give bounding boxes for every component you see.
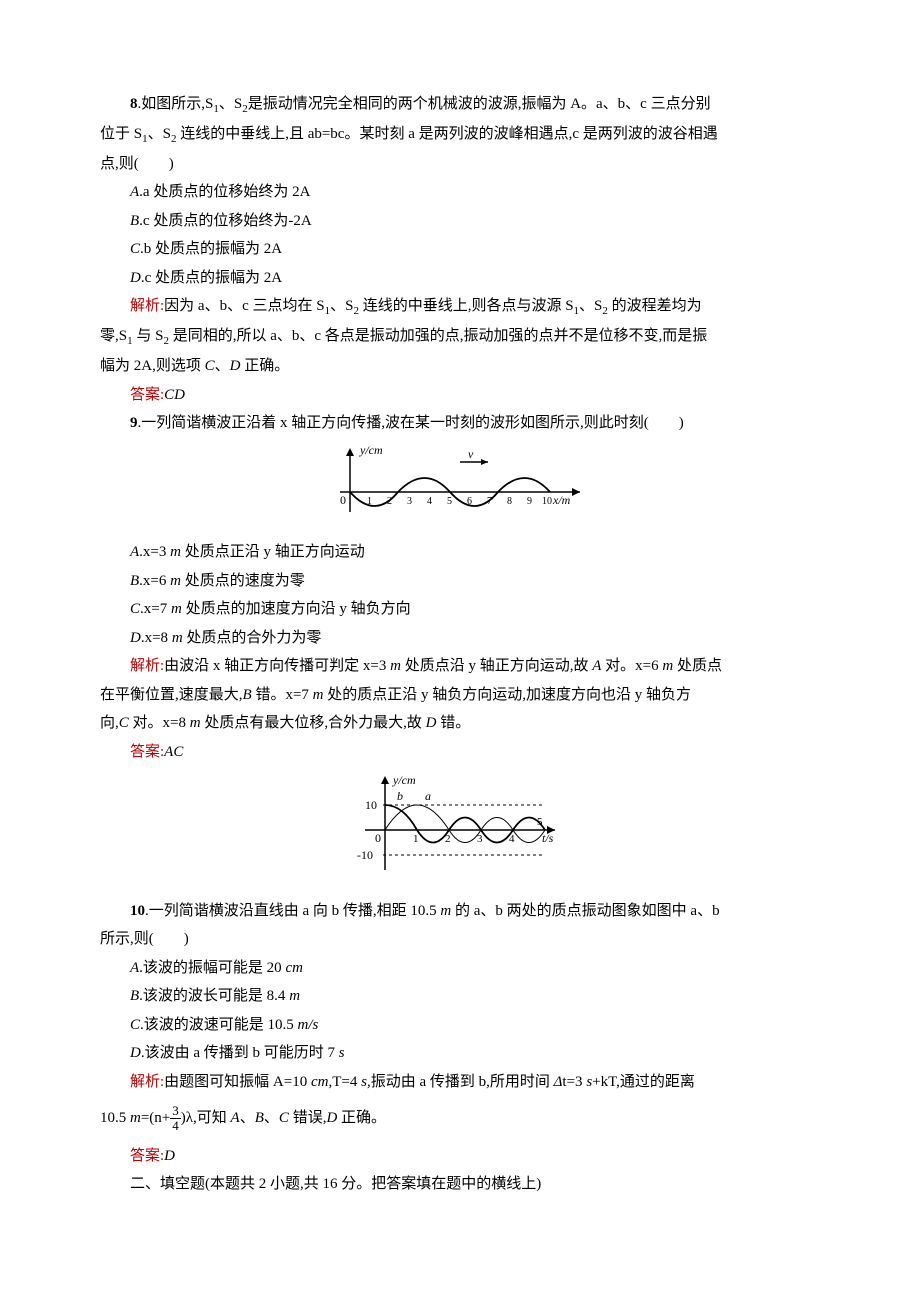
q9-analysis-line3: 向,C 对。x=8 m 处质点有最大位移,合外力最大,故 D 错。: [100, 709, 820, 738]
q9-option-c: C.x=7 m 处质点的加速度方向沿 y 轴负方向: [100, 595, 820, 624]
q10-figure: y/cm t/s 0 10 -10 a b 1 2 3 4 5: [100, 770, 820, 891]
q8-number: 8: [130, 96, 138, 112]
q8-stem-cont1: 位于 S1、S2 连线的中垂线上,且 ab=bc。某时刻 a 是两列波的波峰相遇…: [100, 120, 820, 150]
q10-option-b: B.该波的波长可能是 8.4 m: [100, 982, 820, 1011]
svg-text:-10: -10: [357, 848, 373, 862]
analysis-label: 解析:: [130, 658, 164, 674]
q9-number: 9: [130, 415, 138, 431]
analysis-label: 解析:: [130, 1074, 164, 1090]
svg-text:0: 0: [340, 493, 346, 507]
q9-option-b: B.x=6 m 处质点的速度为零: [100, 567, 820, 596]
q8-analysis-line1: 解析:因为 a、b、c 三点均在 S1、S2 连线的中垂线上,则各点与波源 S1…: [100, 292, 820, 322]
svg-text:y/cm: y/cm: [359, 443, 383, 457]
svg-text:8: 8: [507, 496, 512, 507]
svg-text:10: 10: [542, 496, 552, 507]
svg-text:t/s: t/s: [542, 831, 554, 845]
svg-text:2: 2: [445, 833, 451, 845]
q9-analysis-line2: 在平衡位置,速度最大,B 错。x=7 m 处的质点正沿 y 轴负方向运动,加速度…: [100, 681, 820, 710]
q10-number: 10: [130, 903, 145, 919]
svg-text:10: 10: [365, 798, 377, 812]
svg-text:7: 7: [487, 496, 492, 507]
q8-stem: 8.如图所示,S1、S2是振动情况完全相同的两个机械波的波源,振幅为 A。a、b…: [100, 90, 820, 120]
svg-text:x/m: x/m: [552, 493, 571, 507]
answer-label: 答案:: [130, 744, 164, 760]
q8-analysis-line2: 零,S1 与 S2 是同相的,所以 a、b、c 各点是振动加强的点,振动加强的点…: [100, 322, 820, 352]
q10-answer: 答案:D: [100, 1142, 820, 1171]
svg-text:2: 2: [387, 496, 392, 507]
fraction: 34: [170, 1104, 181, 1134]
answer-label: 答案:: [130, 1148, 164, 1164]
q8-stem-cont2: 点,则( ): [100, 150, 820, 179]
q10-analysis-line1: 解析:由题图可知振幅 A=10 cm,T=4 s,振动由 a 传播到 b,所用时…: [100, 1068, 820, 1097]
q9-analysis-line1: 解析:由波沿 x 轴正方向传播可判定 x=3 m 处质点沿 y 轴正方向运动,故…: [100, 652, 820, 681]
answer-label: 答案:: [130, 387, 164, 403]
svg-text:4: 4: [509, 833, 515, 845]
section-2-heading: 二、填空题(本题共 2 小题,共 16 分。把答案填在题中的横线上): [100, 1170, 820, 1199]
q8-option-b: B.c 处质点的位移始终为-2A: [100, 207, 820, 236]
analysis-label: 解析:: [130, 298, 164, 314]
svg-text:5: 5: [447, 496, 452, 507]
q10-stem-cont: 所示,则( ): [100, 925, 820, 954]
q8-option-c: C.b 处质点的振幅为 2A: [100, 235, 820, 264]
svg-text:b: b: [397, 789, 403, 803]
svg-text:1: 1: [413, 833, 419, 845]
q10-option-c: C.该波的波速可能是 10.5 m/s: [100, 1011, 820, 1040]
svg-text:4: 4: [427, 496, 432, 507]
svg-text:y/cm: y/cm: [392, 773, 416, 787]
q9-answer: 答案:AC: [100, 738, 820, 767]
q10-analysis-line2: 10.5 m=(n+34)λ,可知 A、B、C 错误,D 正确。: [100, 1104, 820, 1134]
svg-text:5: 5: [537, 816, 543, 828]
svg-text:v: v: [468, 447, 474, 461]
q8-analysis-line3: 幅为 2A,则选项 C、D 正确。: [100, 352, 820, 381]
svg-text:3: 3: [407, 496, 412, 507]
svg-text:6: 6: [467, 496, 472, 507]
q8-answer: 答案:CD: [100, 381, 820, 410]
q10-option-d: D.该波由 a 传播到 b 可能历时 7 s: [100, 1039, 820, 1068]
svg-text:a: a: [425, 789, 431, 803]
svg-text:3: 3: [477, 833, 483, 845]
q8-option-a: A.a 处质点的位移始终为 2A: [100, 178, 820, 207]
q10-option-a: A.该波的振幅可能是 20 cm: [100, 954, 820, 983]
q8-option-d: D.c 处质点的振幅为 2A: [100, 264, 820, 293]
svg-text:0: 0: [375, 831, 381, 845]
q10-stem: 10.一列简谐横波沿直线由 a 向 b 传播,相距 10.5 m 的 a、b 两…: [100, 897, 820, 926]
q9-option-a: A.x=3 m 处质点正沿 y 轴正方向运动: [100, 538, 820, 567]
q9-option-d: D.x=8 m 处质点的合外力为零: [100, 624, 820, 653]
svg-text:9: 9: [527, 496, 532, 507]
q9-figure: y/cm x/m 0 v 1 2 3 4 5 6 7 8 9 10: [100, 442, 820, 533]
svg-text:1: 1: [367, 496, 372, 507]
q9-stem: 9.一列简谐横波正沿着 x 轴正方向传播,波在某一时刻的波形如图所示,则此时刻(…: [100, 409, 820, 438]
